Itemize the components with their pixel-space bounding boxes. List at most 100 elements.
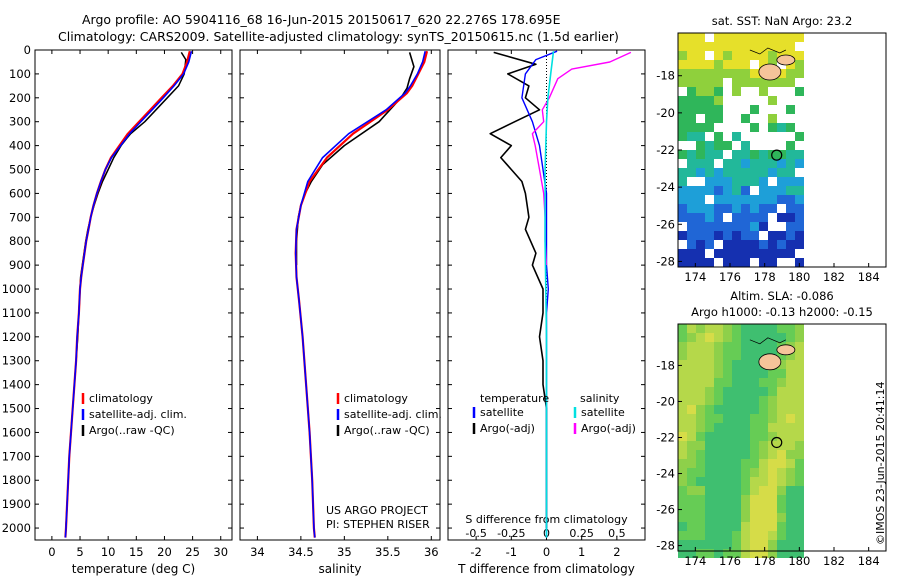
map-cell [687,531,696,540]
map-cell [759,486,768,495]
map-cell [732,60,741,69]
map-cell [759,159,768,168]
map-cell [795,459,804,468]
x-tick-label: 20 [157,545,172,559]
map-cell [777,69,786,78]
map-cell [714,222,723,231]
map-cell [705,414,714,423]
map-cell [687,486,696,495]
map-cell [741,78,750,87]
map-cell [678,468,687,477]
map-cell [705,114,714,123]
map-cell [750,324,759,333]
map-cell [750,459,759,468]
map-cell [741,369,750,378]
map-cell [795,150,804,159]
map-cell [786,333,795,342]
s-tick-label: -0.25 [497,527,525,540]
map-cell [732,486,741,495]
map-subtitle: Argo h1000: -0.13 h2000: -0.15 [691,305,873,319]
map-cell [714,387,723,396]
temp-legend-entry: satellite-adj. clim. [89,408,187,421]
map-cell [714,96,723,105]
map-cell [777,177,786,186]
map-cell [696,231,705,240]
map-cell [741,222,750,231]
map-cell [687,69,696,78]
map-cell [732,87,741,96]
map-cell [759,186,768,195]
map-cell [750,432,759,441]
map-cell [687,78,696,87]
depth-tick-label: 1000 [2,282,31,296]
lat-tick-label: -22 [656,143,675,157]
map-cell [696,432,705,441]
island-shape [776,344,796,356]
map-cell [750,231,759,240]
map-cell [741,342,750,351]
map-cell [678,78,687,87]
map-cell [777,468,786,477]
map-cell [678,231,687,240]
map-cell [723,69,732,78]
map-cell [687,33,696,42]
map-cell [768,342,777,351]
map-cell [678,477,687,486]
map-cell [732,369,741,378]
map-cell [714,177,723,186]
map-cell [777,351,786,360]
map-cell [678,531,687,540]
map-cell [786,360,795,369]
map-cell [687,549,696,558]
map-cell [696,405,705,414]
map-cell [777,531,786,540]
map-cell [678,51,687,60]
map-cell [723,186,732,195]
map-cell [705,396,714,405]
map-cell [714,495,723,504]
map-cell [786,522,795,531]
depth-tick-label: 1200 [2,330,31,344]
map-cell [705,159,714,168]
map-cell [759,213,768,222]
map-cell [678,33,687,42]
map-cell [678,405,687,414]
map-cell [723,369,732,378]
map-cell [678,195,687,204]
map-cell [696,60,705,69]
map-cell [696,222,705,231]
map-title: sat. SST: NaN Argo: 23.2 [712,14,853,28]
map-cell [777,78,786,87]
x-tick-label: 1 [578,545,585,559]
map-cell [732,195,741,204]
map-cell [723,204,732,213]
x-tick-label: 2 [613,545,620,559]
map-cell [759,432,768,441]
map-cell [741,405,750,414]
map-cell [786,486,795,495]
s-tick-label: -0.5 [465,527,486,540]
map-cell [723,195,732,204]
map-cell [723,51,732,60]
depth-tick-label: 900 [9,258,31,272]
map-cell [786,123,795,132]
map-cell [768,522,777,531]
map-cell [723,549,732,558]
map-cell [678,414,687,423]
map-cell [714,531,723,540]
temp-legend-entry: Argo(..raw -QC) [89,424,175,437]
map-cell [723,177,732,186]
map-cell [741,240,750,249]
map-cell [732,51,741,60]
map-cell [768,114,777,123]
temp-legend-entry: climatology [89,392,153,405]
map-cell [795,477,804,486]
map-cell [759,60,768,69]
map-cell [714,204,723,213]
map-cell [795,369,804,378]
map-cell [705,450,714,459]
map-cell [786,459,795,468]
map-cell [687,423,696,432]
map-cell [795,231,804,240]
map-cell [759,42,768,51]
